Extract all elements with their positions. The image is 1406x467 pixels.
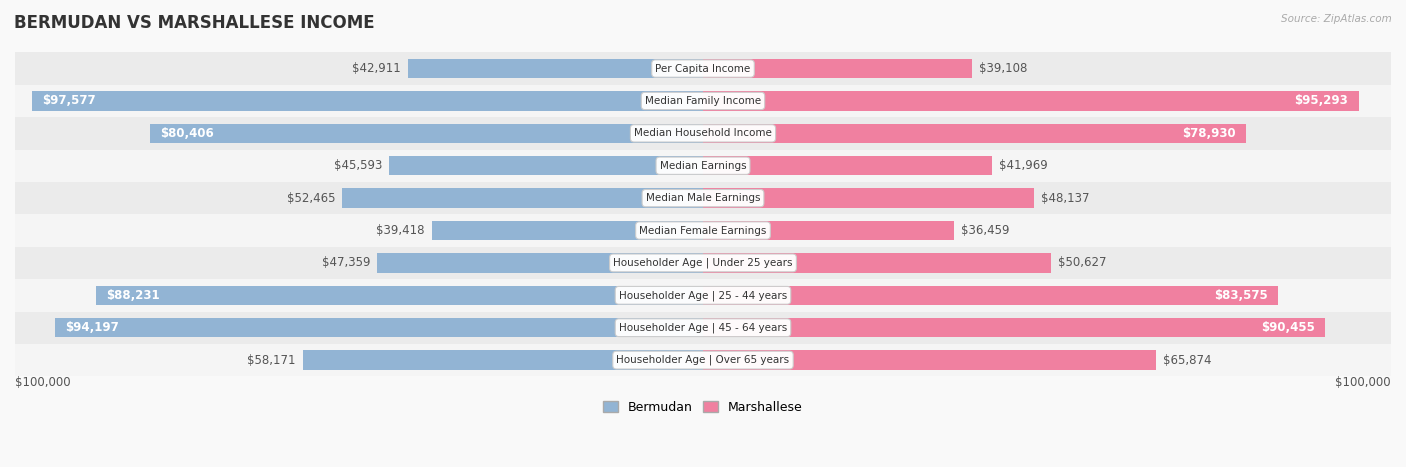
Bar bbox=[703, 221, 953, 240]
Text: Median Earnings: Median Earnings bbox=[659, 161, 747, 171]
Bar bbox=[15, 52, 1391, 85]
Text: $41,969: $41,969 bbox=[998, 159, 1047, 172]
Bar bbox=[703, 156, 991, 176]
Text: $36,459: $36,459 bbox=[960, 224, 1010, 237]
Bar bbox=[389, 156, 703, 176]
Bar bbox=[15, 344, 1391, 376]
Bar bbox=[703, 91, 1358, 111]
Bar bbox=[15, 311, 1391, 344]
Text: $100,000: $100,000 bbox=[15, 376, 70, 389]
Text: Householder Age | Over 65 years: Householder Age | Over 65 years bbox=[616, 355, 790, 365]
Bar bbox=[15, 149, 1391, 182]
Text: $95,293: $95,293 bbox=[1295, 94, 1348, 107]
Bar bbox=[703, 188, 1035, 208]
Text: BERMUDAN VS MARSHALLESE INCOME: BERMUDAN VS MARSHALLESE INCOME bbox=[14, 14, 374, 32]
Text: $39,418: $39,418 bbox=[377, 224, 425, 237]
Text: $58,171: $58,171 bbox=[247, 354, 295, 367]
Bar bbox=[703, 350, 1156, 370]
Bar bbox=[703, 124, 1246, 143]
Text: $97,577: $97,577 bbox=[42, 94, 96, 107]
Text: Median Female Earnings: Median Female Earnings bbox=[640, 226, 766, 235]
Text: $39,108: $39,108 bbox=[979, 62, 1028, 75]
Text: $42,911: $42,911 bbox=[352, 62, 401, 75]
Text: $50,627: $50,627 bbox=[1059, 256, 1107, 269]
Text: $78,930: $78,930 bbox=[1182, 127, 1236, 140]
Bar bbox=[703, 253, 1052, 273]
Text: $65,874: $65,874 bbox=[1163, 354, 1212, 367]
Bar bbox=[55, 318, 703, 338]
Bar bbox=[377, 253, 703, 273]
Text: $45,593: $45,593 bbox=[335, 159, 382, 172]
Bar bbox=[15, 85, 1391, 117]
Text: $48,137: $48,137 bbox=[1040, 191, 1090, 205]
Text: Source: ZipAtlas.com: Source: ZipAtlas.com bbox=[1281, 14, 1392, 24]
Text: Householder Age | 25 - 44 years: Householder Age | 25 - 44 years bbox=[619, 290, 787, 301]
Text: $100,000: $100,000 bbox=[1336, 376, 1391, 389]
Text: $94,197: $94,197 bbox=[65, 321, 120, 334]
Bar bbox=[703, 318, 1326, 338]
Bar bbox=[96, 286, 703, 305]
Text: Per Capita Income: Per Capita Income bbox=[655, 64, 751, 74]
Text: Median Household Income: Median Household Income bbox=[634, 128, 772, 138]
Bar bbox=[302, 350, 703, 370]
Bar bbox=[15, 214, 1391, 247]
Text: Median Family Income: Median Family Income bbox=[645, 96, 761, 106]
Bar bbox=[703, 286, 1278, 305]
Legend: Bermudan, Marshallese: Bermudan, Marshallese bbox=[598, 396, 808, 418]
Text: Householder Age | Under 25 years: Householder Age | Under 25 years bbox=[613, 258, 793, 268]
Bar bbox=[408, 59, 703, 78]
Bar bbox=[703, 59, 972, 78]
Bar bbox=[15, 182, 1391, 214]
Bar bbox=[15, 247, 1391, 279]
Bar bbox=[15, 117, 1391, 149]
Text: $80,406: $80,406 bbox=[160, 127, 214, 140]
Bar bbox=[150, 124, 703, 143]
Text: Householder Age | 45 - 64 years: Householder Age | 45 - 64 years bbox=[619, 322, 787, 333]
Text: $83,575: $83,575 bbox=[1213, 289, 1268, 302]
Text: $90,455: $90,455 bbox=[1261, 321, 1315, 334]
Bar bbox=[15, 279, 1391, 311]
Bar bbox=[342, 188, 703, 208]
Bar bbox=[432, 221, 703, 240]
Text: $47,359: $47,359 bbox=[322, 256, 370, 269]
Text: $52,465: $52,465 bbox=[287, 191, 335, 205]
Bar bbox=[32, 91, 703, 111]
Text: Median Male Earnings: Median Male Earnings bbox=[645, 193, 761, 203]
Text: $88,231: $88,231 bbox=[107, 289, 160, 302]
